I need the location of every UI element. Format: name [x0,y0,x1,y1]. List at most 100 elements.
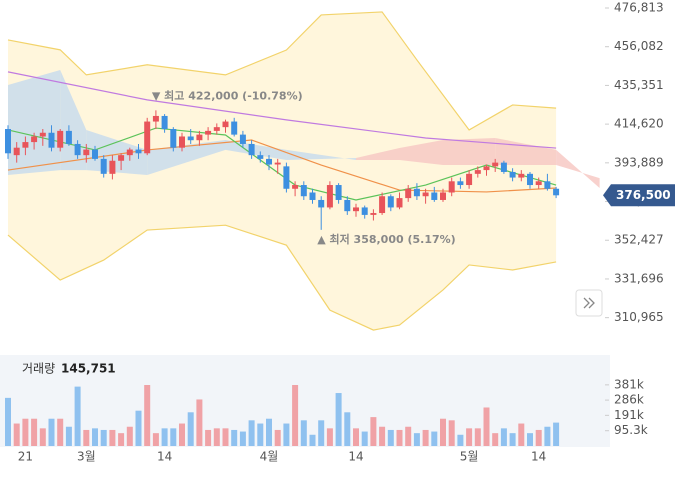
candle-body [231,121,238,135]
volume-bar [413,433,420,446]
volume-bar [500,428,507,446]
candle-body [457,181,464,186]
x-tick-label: 14 [531,450,546,464]
candle-body [422,192,429,197]
cloud [443,137,496,166]
y-tick-label: 476,813 [614,1,664,15]
candle-body [161,115,168,130]
volume-bar [318,420,325,446]
candle-body [326,185,333,208]
candle-body [527,173,533,186]
candle-body [222,121,229,128]
candle-body [405,188,412,199]
cloud [399,140,443,166]
candle-body [213,127,220,131]
volume-bar [405,426,412,446]
candle-body [361,207,368,215]
volume-bar [109,429,116,446]
candle-body [179,136,185,148]
x-tick-label: 5월 [460,450,479,464]
candle-body [274,162,281,165]
scroll-icon [583,297,595,309]
volume-value: 145,751 [61,362,116,376]
candle-body [266,158,272,165]
candle-body [518,173,525,178]
volume-bar [379,426,386,446]
candle-body [239,134,246,144]
volume-bar [335,393,342,446]
candle-body [135,149,142,154]
candle-body [22,142,29,148]
volume-bar [431,431,438,446]
cloud [556,149,600,189]
y-tick-label: 331,696 [614,271,664,285]
volume-bar [31,418,38,446]
candle-body [57,130,64,148]
candle-body [396,198,403,208]
volume-bar [239,431,246,446]
volume-bar [440,418,446,446]
candle-body [83,149,90,156]
candle-body [448,181,455,193]
x-tick-label: 21 [18,450,33,464]
volume-bar [448,420,455,446]
candle-body [440,192,446,200]
volume-bar [353,428,359,446]
volume-bar [509,433,516,446]
volume-bar [422,429,429,446]
volume-bar [213,428,220,446]
volume-bar [57,418,64,446]
candle-body [544,181,551,189]
volume-bar [196,399,203,446]
candle-body [370,213,377,215]
candle-body [152,115,159,122]
volume-bar [457,434,464,446]
cloud [225,140,287,161]
candle-body [387,196,394,208]
volume-bar [118,433,125,446]
candle-body [379,196,386,214]
candle-body [353,207,359,212]
volume-bar [474,428,481,446]
volume-bar [126,426,133,446]
volume-bar [92,428,98,446]
candle-body [126,149,133,156]
candle-body [170,129,177,148]
candle-body [187,136,194,141]
last-price-label: 376,500 [616,188,671,202]
candle-body [500,162,507,172]
volume-bar [22,418,29,446]
candle-body [74,143,81,156]
volume-bar [518,423,525,446]
candle-body [144,121,151,154]
volume-bar [492,433,499,446]
volume-bar [309,434,316,446]
candle-body [100,158,107,174]
volume-bar [257,423,264,446]
low-annotation: ▲ 최저 358,000 (5.17%) [317,232,456,246]
volume-bar [48,418,55,446]
volume-bar [248,420,255,446]
candle-body [283,166,290,189]
candle-body [292,185,299,189]
volume-bar [152,433,159,446]
volume-bar [396,429,403,446]
volume-bar [370,417,377,446]
volume-bar [344,412,351,446]
volume-bar [170,428,177,446]
candle-body [257,155,264,159]
volume-tick-label: 286k [614,393,644,407]
candle-body [492,162,499,167]
volume-bar [527,433,533,446]
band-fill [8,11,557,331]
volume-bar [292,385,299,446]
candle-body [344,199,351,212]
candle-body [466,173,473,186]
y-tick-label: 393,889 [614,155,664,169]
cloud [356,148,400,161]
cloud [8,70,61,175]
cloud [286,149,356,161]
volume-bar [222,428,229,446]
candle-body [553,188,560,196]
volume-bar [179,423,185,446]
